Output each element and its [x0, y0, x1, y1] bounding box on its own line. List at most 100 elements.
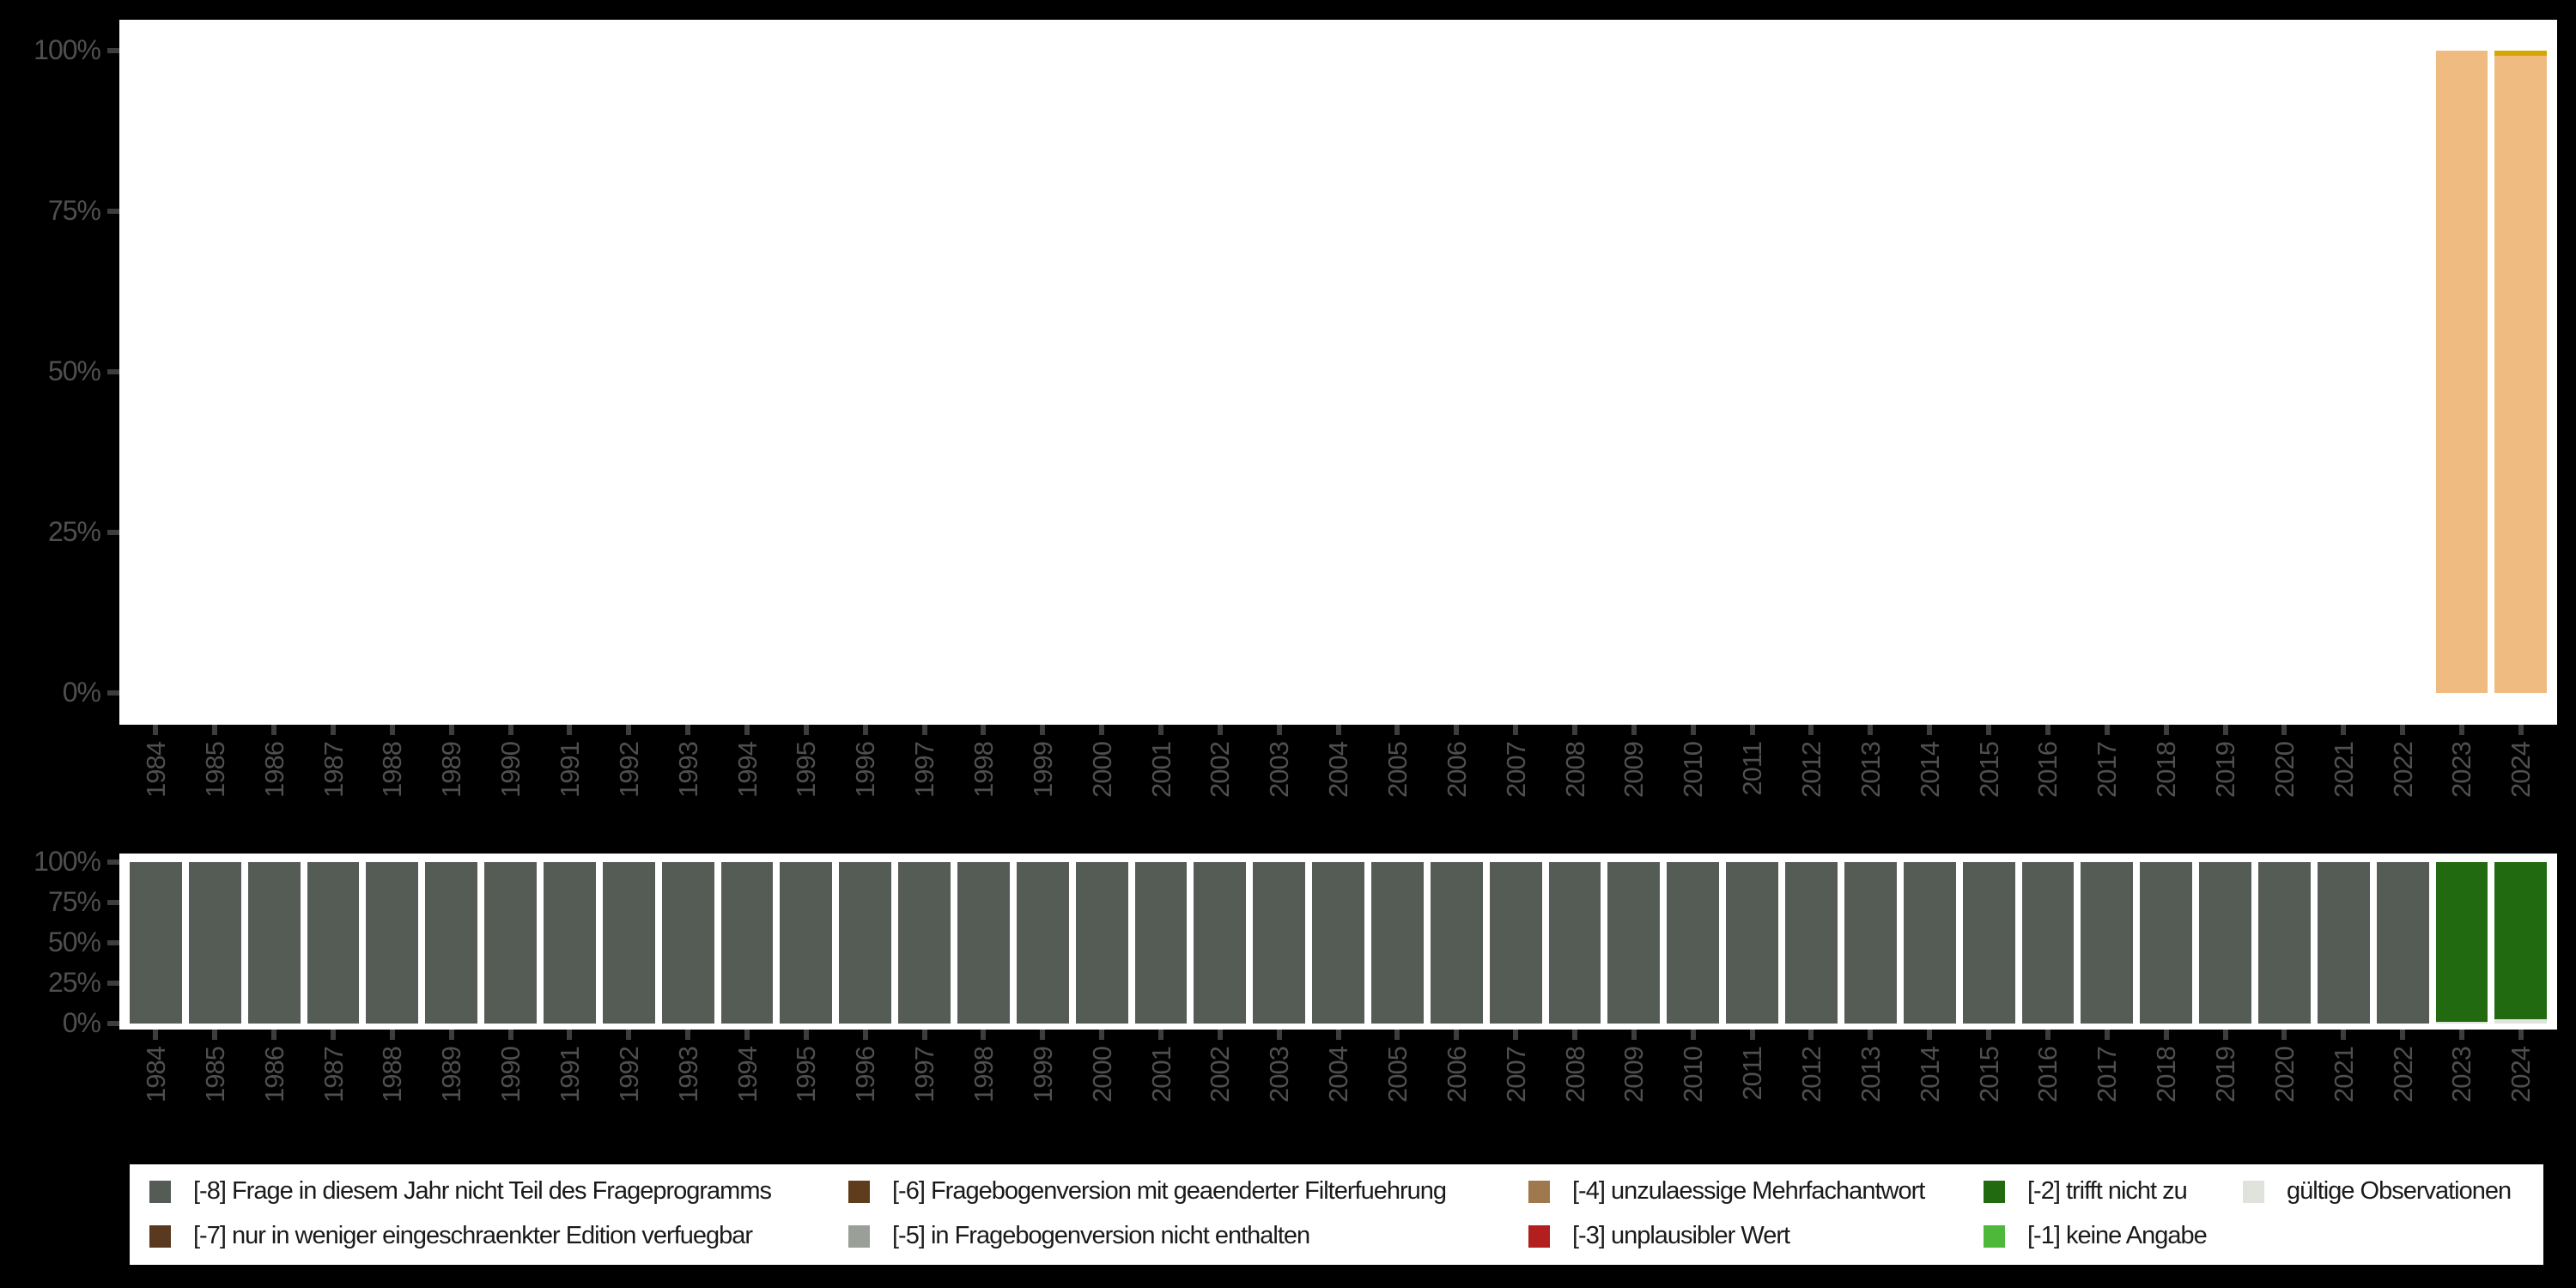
- x-axis-cell: 2009: [1604, 1030, 1663, 1158]
- legend-label-minus6: [-6] Fragebogenversion mit geaenderter F…: [892, 1177, 1447, 1205]
- bar-slot-2011: [1722, 51, 1782, 693]
- x-axis-cell: 2019: [2196, 1030, 2255, 1158]
- x-axis-cell: 2013: [1841, 1030, 1900, 1158]
- x-axis-cell: 1990: [481, 725, 540, 854]
- bar-stack: [1312, 862, 1365, 1024]
- x-axis-tick: [981, 1030, 987, 1040]
- x-axis-tick: [921, 1030, 927, 1040]
- x-axis-cell: 1985: [185, 1030, 245, 1158]
- x-axis-tick: [1572, 725, 1578, 735]
- x-axis-year-label: 2024: [2506, 742, 2537, 798]
- x-axis-year-label: 2008: [1559, 742, 1590, 798]
- bar-slot-2003: [1249, 51, 1309, 693]
- bar-segment-[-8] Frage in diesem Jahr nicht Teil des Frageprogramms: [1312, 862, 1365, 1024]
- x-axis-tick: [2341, 725, 2347, 735]
- x-axis-tick: [1690, 1030, 1696, 1040]
- x-axis-year-label: 1990: [495, 742, 526, 798]
- x-axis-tick: [2400, 725, 2406, 735]
- legend-swatch-minus6: [848, 1180, 870, 1203]
- bar-stack: [1431, 51, 1483, 693]
- x-axis-cell: 1987: [304, 725, 363, 854]
- bar-slot-1995: [776, 51, 835, 693]
- bar-segment-[-8] Frage in diesem Jahr nicht Teil des Frageprogramms: [1667, 862, 1720, 1024]
- x-axis-year-label: 2016: [2032, 742, 2063, 798]
- x-axis-cell: 2020: [2255, 1030, 2314, 1158]
- bar-segment-[-8] Frage in diesem Jahr nicht Teil des Frageprogramms: [2376, 862, 2429, 1024]
- bar-stack: [2022, 51, 2075, 693]
- x-axis-year-label: 1986: [258, 742, 289, 798]
- x-axis-tick: [2104, 725, 2110, 735]
- x-axis-year-label: 1996: [850, 742, 881, 798]
- bar-stack: [898, 862, 951, 1024]
- x-axis-cell: 2013: [1841, 725, 1900, 854]
- x-axis-cell: 2018: [2136, 725, 2196, 854]
- x-axis-tick: [1986, 725, 1992, 735]
- x-axis-year-label: 1987: [318, 742, 349, 798]
- y-axis-label: 100%: [33, 845, 101, 877]
- x-axis-cell: 1988: [362, 725, 422, 854]
- x-axis-year-label: 2005: [1382, 742, 1413, 798]
- x-axis-year-label: 1991: [554, 1047, 585, 1103]
- x-axis-cell: 2002: [1190, 1030, 1249, 1158]
- x-axis-year-label: 1995: [791, 1047, 822, 1103]
- x-axis-year-label: 2004: [1323, 1047, 1354, 1103]
- bar-slot-1985: [185, 51, 245, 693]
- x-axis-cell: 1996: [835, 725, 895, 854]
- bar-segment-[-8] Frage in diesem Jahr nicht Teil des Frageprogramms: [957, 862, 1010, 1024]
- bar-stack: [1371, 51, 1424, 693]
- x-axis-tick: [1513, 725, 1519, 735]
- x-axis-cell: 2007: [1486, 1030, 1546, 1158]
- x-axis-cell: 1997: [895, 1030, 954, 1158]
- x-axis-year-label: 1984: [140, 742, 171, 798]
- x-axis-cell: 2012: [1782, 725, 1841, 854]
- x-axis-year-label: 1991: [554, 742, 585, 798]
- x-axis-tick: [626, 725, 632, 735]
- x-axis-cell: 1989: [422, 725, 481, 854]
- x-axis-year-label: 2016: [2032, 1047, 2063, 1103]
- bar-stack: [544, 51, 596, 693]
- x-axis-year-label: 2007: [1500, 742, 1531, 798]
- x-axis-tick: [2104, 1030, 2110, 1040]
- y-axis-label: 50%: [47, 926, 101, 957]
- legend-item-minus6: [-6] Fragebogenversion mit geaenderter F…: [848, 1177, 1447, 1206]
- legend-swatch-minus4: [1528, 1180, 1550, 1203]
- bar-stack: [366, 862, 419, 1024]
- x-axis-tick: [2222, 1030, 2228, 1040]
- bar-stack: [484, 862, 538, 1024]
- bar-stack: [780, 862, 833, 1024]
- x-axis-year-label: 2011: [1737, 742, 1768, 796]
- x-axis-tick: [626, 1030, 632, 1040]
- x-axis-year-label: 2017: [2092, 1047, 2123, 1103]
- bar-stack: [247, 862, 301, 1024]
- x-axis: 1984 1985 1986 1987 1988 1989 1990 1991 1992 1993…: [126, 1030, 2550, 1158]
- y-axis-tick: [107, 530, 119, 535]
- bar-stack: [1607, 51, 1660, 693]
- bar-stack: [1667, 51, 1719, 693]
- x-axis-tick: [2400, 1030, 2406, 1040]
- x-axis-cell: 2019: [2196, 725, 2255, 854]
- bar-stack: [1726, 862, 1779, 1024]
- x-axis-year-label: 2019: [2210, 742, 2240, 798]
- x-axis-tick: [1749, 725, 1755, 735]
- bar-slot-1991: [540, 862, 599, 1024]
- x-axis-year-label: 1999: [1027, 742, 1058, 798]
- bar-stack: [1490, 51, 1542, 693]
- bar-slot-1998: [954, 51, 1013, 693]
- bar-stack: [2376, 862, 2429, 1024]
- bar-stack: [1076, 51, 1128, 693]
- x-axis-cell: 1988: [362, 1030, 422, 1158]
- x-axis-tick: [744, 1030, 750, 1040]
- x-axis-tick: [1631, 1030, 1637, 1040]
- bar-stack: [130, 862, 182, 1024]
- bar-stack: [366, 51, 418, 693]
- bar-stack: [1017, 51, 1069, 693]
- x-axis-year-label: 1984: [140, 1047, 171, 1103]
- x-axis-tick: [1927, 1030, 1933, 1040]
- x-axis-year-label: 1993: [672, 1047, 703, 1103]
- x-axis-tick: [1394, 725, 1400, 735]
- x-axis-year-label: 1990: [495, 1047, 526, 1103]
- x-axis-cell: 1991: [540, 725, 599, 854]
- x-axis-cell: 1991: [540, 1030, 599, 1158]
